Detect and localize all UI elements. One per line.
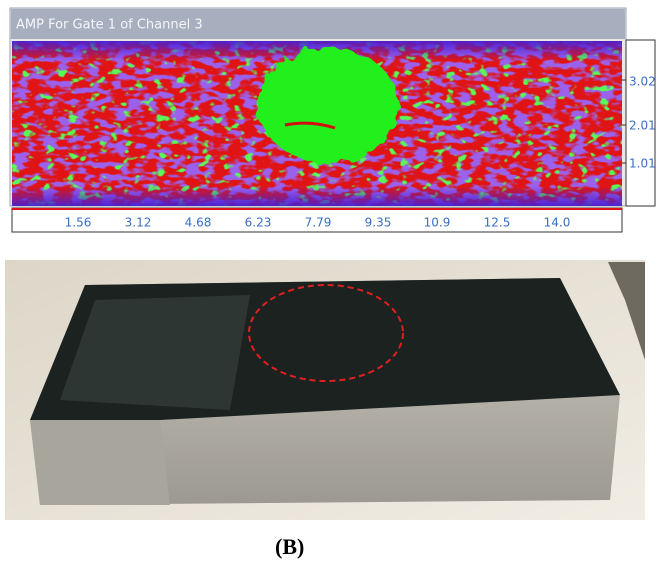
specimen-photo	[5, 260, 645, 520]
x-tick-label: 1.56	[65, 216, 92, 230]
x-tick-label: 3.12	[125, 216, 152, 230]
y-tick-label: 3.02	[629, 75, 656, 89]
page: AMP For Gate 1 of Channel 3 3.02 2.01 1.…	[0, 0, 661, 561]
figure: AMP For Gate 1 of Channel 3 3.02 2.01 1.…	[0, 0, 661, 561]
x-tick-label: 14.0	[544, 216, 571, 230]
x-tick-label: 10.9	[424, 216, 451, 230]
caption: (B)	[275, 534, 304, 559]
x-tick-label: 6.23	[245, 216, 272, 230]
window-title: AMP For Gate 1 of Channel 3	[16, 18, 203, 33]
x-tick-label: 4.68	[185, 216, 212, 230]
scan-image	[12, 41, 622, 206]
y-tick-label: 1.01	[629, 157, 656, 171]
x-tick-label: 12.5	[484, 216, 511, 230]
x-tick-label: 7.79	[305, 216, 332, 230]
y-tick-label: 2.01	[629, 119, 656, 133]
x-tick-label: 9.35	[365, 216, 392, 230]
